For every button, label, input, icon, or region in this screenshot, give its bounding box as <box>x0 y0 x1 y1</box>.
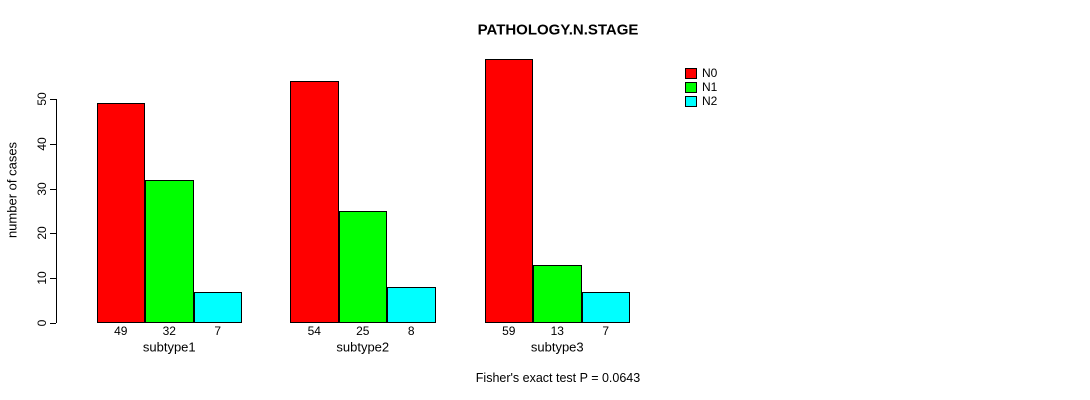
bar-value-label: 32 <box>162 323 176 338</box>
legend-label-n2: N2 <box>702 94 718 108</box>
legend-swatch-n1 <box>685 81 697 93</box>
legend-swatch-n2 <box>685 95 697 107</box>
legend: N0 N1 N2 <box>685 66 717 108</box>
bar-value-label: 54 <box>307 323 321 338</box>
bar-value-label: 59 <box>502 323 516 338</box>
bar-n2-subtype3 <box>581 291 630 323</box>
y-tick-label: 50 <box>35 92 49 106</box>
legend-label-n0: N0 <box>702 66 718 80</box>
bar-value-label: 49 <box>114 323 128 338</box>
y-tick <box>50 143 56 145</box>
bar-value-label: 7 <box>602 323 610 338</box>
bar-n2-subtype1 <box>193 291 242 323</box>
legend-row-n0: N0 <box>685 66 717 80</box>
y-tick <box>50 99 56 100</box>
category-label-subtype1: subtype1 <box>142 339 196 355</box>
y-tick <box>50 278 56 280</box>
y-tick <box>50 233 56 235</box>
bar-value-label: 8 <box>407 323 415 338</box>
chart-title: PATHOLOGY.N.STAGE <box>477 21 639 39</box>
legend-label-n1: N1 <box>702 80 718 94</box>
bar-value-label: 13 <box>550 323 564 338</box>
y-tick-label: 30 <box>35 181 49 196</box>
category-label-subtype3: subtype3 <box>530 339 584 355</box>
y-tick-label: 0 <box>35 319 49 327</box>
bar-n0-subtype1 <box>96 103 145 323</box>
stat-annotation: Fisher's exact test P = 0.0643 <box>475 371 641 385</box>
y-tick-label: 40 <box>35 137 49 151</box>
bar-value-label: 25 <box>356 323 370 338</box>
bar-n1-subtype2 <box>338 211 387 323</box>
legend-row-n1: N1 <box>685 80 717 94</box>
category-label-subtype2: subtype2 <box>336 339 390 355</box>
y-axis-label: number of cases <box>4 141 20 239</box>
bar-n1-subtype3 <box>533 264 582 323</box>
legend-row-n2: N2 <box>685 94 717 108</box>
y-tick <box>50 188 56 190</box>
bar-n1-subtype1 <box>145 179 194 323</box>
y-axis-line <box>56 99 57 323</box>
bar-value-label: 7 <box>214 323 222 338</box>
bar-n2-subtype2 <box>387 287 436 323</box>
bar-n0-subtype2 <box>290 81 339 323</box>
y-tick-label: 10 <box>35 271 49 285</box>
legend-swatch-n0 <box>685 67 697 79</box>
y-tick <box>50 323 56 324</box>
bar-n0-subtype3 <box>484 58 533 323</box>
y-tick-label: 20 <box>35 226 49 241</box>
